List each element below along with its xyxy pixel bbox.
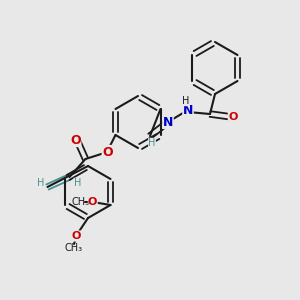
Text: N: N — [183, 103, 193, 116]
Text: H: H — [182, 96, 190, 106]
Text: O: O — [228, 112, 238, 122]
Text: O: O — [88, 197, 97, 207]
Text: H: H — [37, 178, 44, 188]
Text: O: O — [71, 231, 81, 241]
Text: CH₃: CH₃ — [65, 243, 83, 253]
Text: H: H — [148, 138, 156, 148]
Text: N: N — [163, 116, 173, 128]
Text: O: O — [70, 134, 81, 146]
Text: CH₃: CH₃ — [71, 197, 90, 207]
Text: O: O — [102, 146, 113, 158]
Text: H: H — [74, 178, 81, 188]
